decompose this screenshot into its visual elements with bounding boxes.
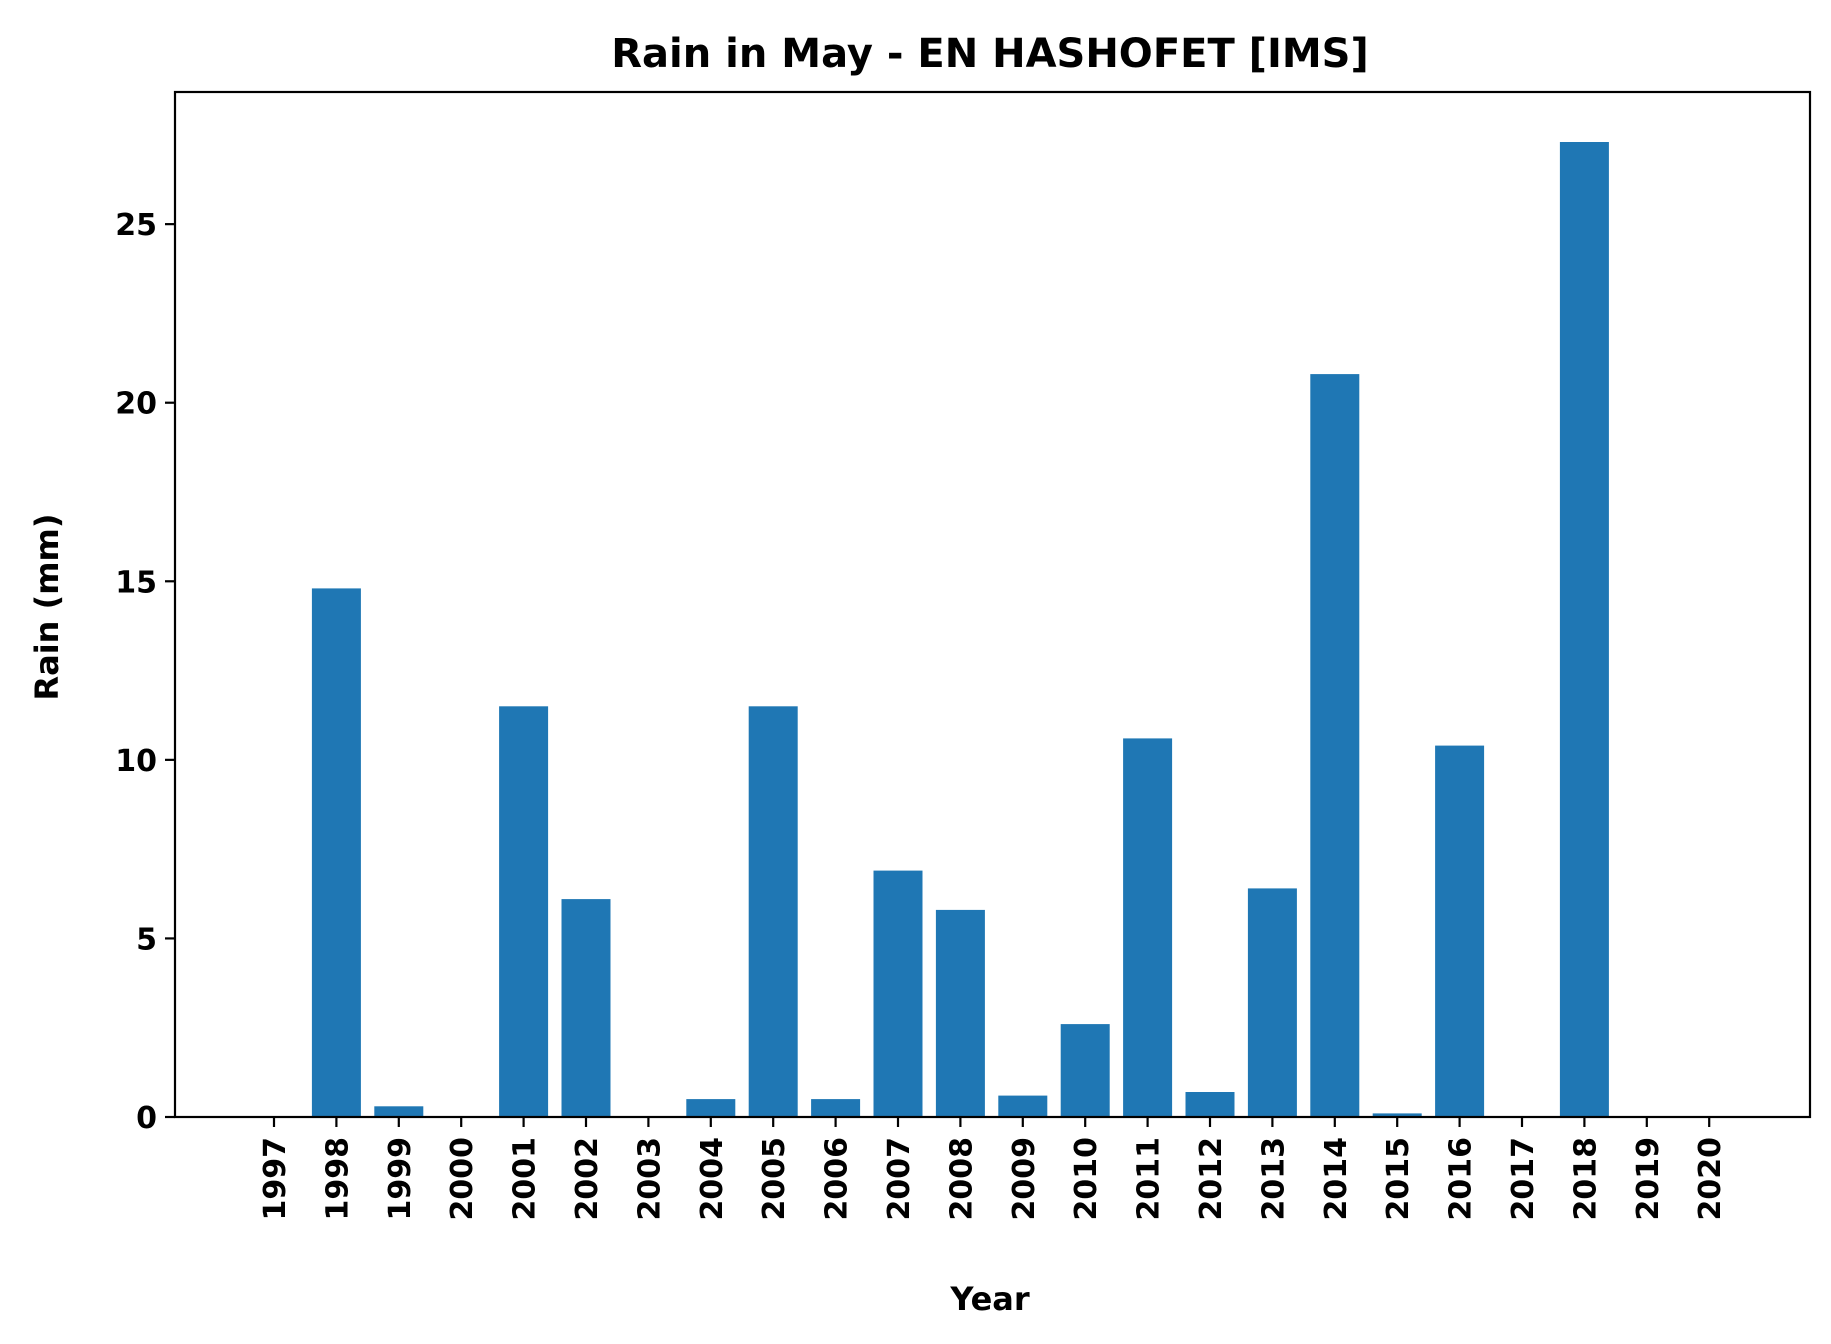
x-tick-label: 2000 bbox=[445, 1137, 480, 1221]
bar-1998 bbox=[311, 588, 361, 1117]
x-axis-label: Year bbox=[949, 1280, 1030, 1318]
bar-2007 bbox=[873, 870, 923, 1117]
x-axis-ticks: 1997 1998 1999 2000 2001 2002 2003 2004 2005 2006… bbox=[258, 1117, 1728, 1221]
y-tick-label: 25 bbox=[115, 208, 157, 243]
bar-2018 bbox=[1559, 142, 1609, 1117]
y-axis-ticks: 0 5 10 15 20 25 bbox=[115, 208, 175, 1136]
x-tick-label: 1999 bbox=[383, 1137, 418, 1221]
x-tick-label: 2014 bbox=[1319, 1137, 1354, 1221]
bar-2002 bbox=[561, 899, 611, 1117]
x-tick-label: 2013 bbox=[1256, 1137, 1291, 1221]
x-tick-label: 2006 bbox=[820, 1137, 855, 1221]
x-tick-label: 2009 bbox=[1007, 1137, 1042, 1221]
x-tick-label: 2016 bbox=[1444, 1137, 1479, 1221]
bar-1999 bbox=[374, 1106, 424, 1117]
x-tick-label: 2001 bbox=[508, 1137, 543, 1221]
bar-2011 bbox=[1123, 738, 1173, 1117]
x-tick-label: 2020 bbox=[1693, 1137, 1728, 1221]
bar-2004 bbox=[686, 1099, 736, 1117]
bar-2012 bbox=[1185, 1092, 1235, 1117]
x-tick-label: 2010 bbox=[1069, 1137, 1104, 1221]
bar-2008 bbox=[935, 909, 985, 1117]
bar-2015 bbox=[1372, 1113, 1422, 1117]
x-tick-label: 1997 bbox=[258, 1137, 293, 1221]
bars-group bbox=[311, 142, 1609, 1118]
y-tick-label: 15 bbox=[115, 565, 157, 600]
bar-2001 bbox=[499, 706, 549, 1117]
x-tick-label: 2015 bbox=[1381, 1137, 1416, 1221]
x-tick-label: 2018 bbox=[1568, 1137, 1603, 1221]
x-tick-label: 2012 bbox=[1194, 1137, 1229, 1221]
bar-2013 bbox=[1247, 888, 1297, 1117]
bar-2005 bbox=[748, 706, 798, 1117]
x-tick-label: 2017 bbox=[1506, 1137, 1541, 1221]
bar-2009 bbox=[998, 1095, 1048, 1117]
x-tick-label: 2005 bbox=[757, 1137, 792, 1221]
x-tick-label: 2002 bbox=[570, 1137, 605, 1221]
y-tick-label: 0 bbox=[136, 1101, 157, 1136]
bar-2014 bbox=[1310, 374, 1360, 1118]
x-tick-label: 2008 bbox=[944, 1137, 979, 1221]
bar-2016 bbox=[1435, 745, 1485, 1117]
bar-2006 bbox=[811, 1099, 861, 1117]
x-tick-label: 2003 bbox=[632, 1137, 667, 1221]
y-tick-label: 10 bbox=[115, 744, 157, 779]
y-tick-label: 5 bbox=[136, 922, 157, 957]
y-tick-label: 20 bbox=[115, 387, 157, 422]
y-axis-label: Rain (mm) bbox=[28, 513, 66, 700]
x-tick-label: 2007 bbox=[882, 1137, 917, 1221]
bar-2010 bbox=[1060, 1024, 1110, 1117]
plot-frame bbox=[173, 90, 1812, 1119]
x-tick-label: 2019 bbox=[1631, 1137, 1666, 1221]
chart-title: Rain in May - EN HASHOFET [IMS] bbox=[611, 31, 1368, 77]
x-tick-label: 2011 bbox=[1132, 1137, 1167, 1221]
x-tick-label: 1998 bbox=[320, 1137, 355, 1221]
x-tick-label: 2004 bbox=[695, 1137, 730, 1221]
